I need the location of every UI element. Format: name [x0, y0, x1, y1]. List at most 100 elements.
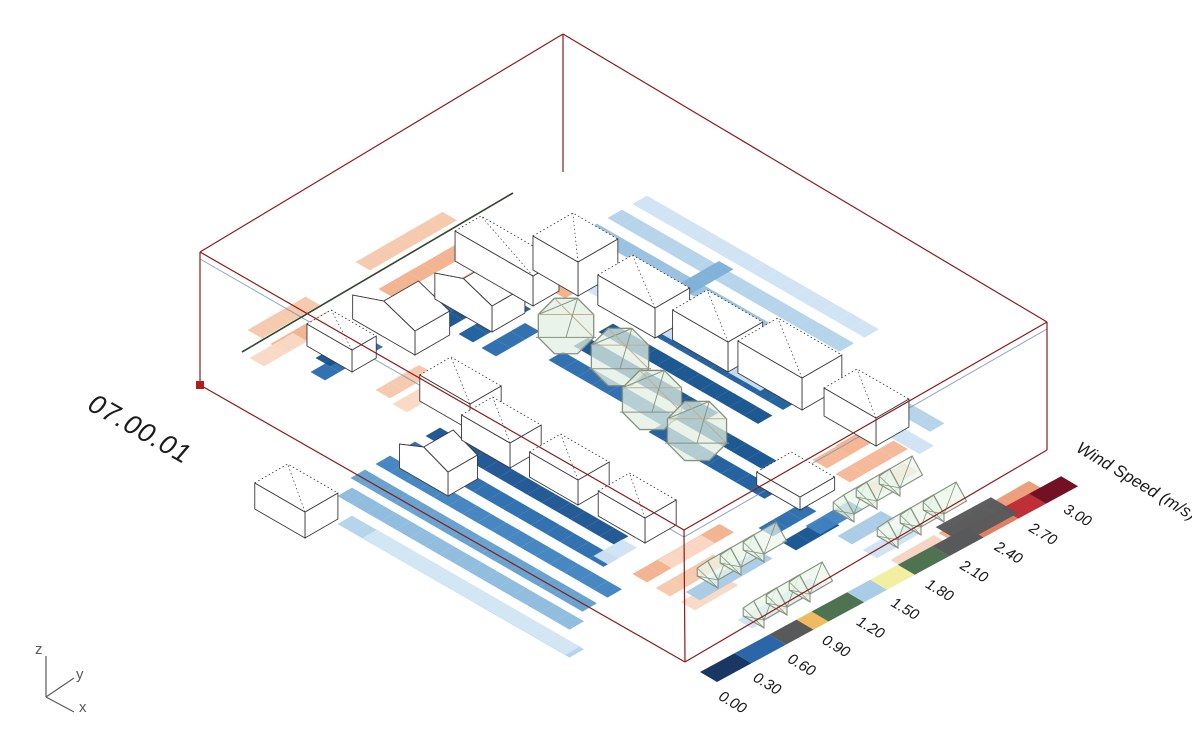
legend-tick-label: 2.70: [1025, 519, 1060, 549]
building-roof[interactable]: [756, 452, 835, 497]
wind-cell: [406, 554, 435, 572]
building-roof[interactable]: [254, 464, 338, 512]
wind-cell: [680, 251, 709, 269]
tree-tent-end[interactable]: [922, 494, 945, 523]
building-roof-far-edge: [306, 309, 377, 337]
building-gable-end[interactable]: [434, 272, 493, 333]
building-roof[interactable]: [423, 429, 479, 473]
wind-cell: [1014, 480, 1044, 498]
wind-cell: [796, 318, 825, 335]
tree-tent-end[interactable]: [832, 494, 855, 523]
wind-cell: [820, 509, 849, 526]
wind-cell: [743, 407, 773, 424]
domain-box-edge: [199, 33, 564, 253]
building-gable-end[interactable]: [352, 294, 416, 356]
tree-tent-end[interactable]: [719, 547, 742, 576]
legend-tick-label: 0.30: [750, 669, 784, 699]
building-roof-far-edge: [672, 289, 763, 323]
wind-cell: [704, 260, 734, 278]
wind-cell: [606, 385, 636, 402]
domain-corner-marker[interactable]: [196, 381, 204, 389]
wind-cell: [685, 373, 715, 391]
wind-cell: [365, 478, 394, 495]
wind-cell: [821, 304, 850, 321]
tree-tent-end[interactable]: [899, 507, 922, 536]
tree-tent-end[interactable]: [742, 534, 765, 563]
legend-segment: [870, 564, 915, 590]
wind-cell: [458, 475, 488, 492]
tree-tent-wire: [765, 594, 788, 616]
domain-box-edge: [683, 321, 1048, 531]
wind-cell: [526, 596, 555, 613]
wind-cell: [835, 465, 865, 483]
tree-tent-wire: [876, 527, 899, 549]
legend-tick-label: 2.40: [991, 538, 1026, 568]
tree-tent-wire: [922, 501, 945, 523]
wind-cell: [473, 483, 502, 501]
wind-cell: [748, 262, 778, 280]
wind-cell: [827, 443, 856, 460]
legend-segment: [796, 611, 829, 630]
wind-cell: [721, 465, 750, 483]
wind-cell: [690, 269, 719, 286]
legend-segment: [847, 579, 888, 603]
wind-cell: [746, 451, 775, 469]
wind-cell: [497, 579, 526, 597]
wind-cell: [478, 596, 508, 614]
tree-sphere-wire: [537, 297, 578, 315]
building-roof[interactable]: [598, 473, 677, 518]
wind-cell: [522, 621, 551, 639]
building-roof-far-edge: [461, 396, 542, 426]
building-roof[interactable]: [824, 369, 909, 418]
tree-tent-end[interactable]: [876, 520, 899, 549]
wind-cell: [706, 457, 736, 474]
wind-cell: [796, 525, 825, 542]
building-roof-diagonal: [560, 433, 579, 481]
tree-sphere-wire: [554, 297, 595, 338]
building-roof[interactable]: [383, 280, 451, 332]
wind-cell: [310, 363, 340, 381]
wind-cell: [919, 534, 949, 552]
tree-sphere-wire: [565, 298, 578, 338]
wind-cell: [433, 489, 463, 506]
tree-tent-wire: [742, 541, 765, 563]
tree-tent-end[interactable]: [878, 468, 901, 497]
tree-tent-end[interactable]: [788, 574, 811, 603]
wind-cell: [626, 248, 655, 266]
wind-cell: [563, 360, 592, 377]
wind-cell: [392, 395, 422, 413]
building-roof-diagonal: [572, 212, 579, 263]
wind-cell: [852, 519, 881, 536]
tree-tent-wire: [763, 521, 777, 555]
building-roof-far-edge: [529, 433, 610, 463]
wind-cell: [377, 538, 406, 555]
domain-box-edge: [562, 33, 1048, 323]
wind-cell: [541, 494, 571, 512]
axis-triad-x-line: [45, 696, 75, 713]
wind-cell: [608, 539, 637, 556]
tree-tent-end[interactable]: [696, 560, 719, 589]
axis-x-label: x: [79, 699, 87, 716]
wind-cell: [512, 477, 542, 495]
building-roof[interactable]: [672, 290, 763, 342]
tree-tent-wire: [832, 501, 855, 523]
legend-tick-label: 2.10: [956, 556, 991, 586]
wind-cell: [458, 325, 488, 343]
wind-cell: [714, 390, 744, 408]
wind-cell: [1000, 489, 1029, 506]
wind-cell: [835, 312, 865, 330]
axis-triad-y-line: [45, 677, 75, 698]
wind-cell: [825, 334, 854, 352]
tree-tent-end[interactable]: [742, 600, 765, 629]
tree-tent-end[interactable]: [765, 587, 788, 616]
wind-cell: [352, 496, 381, 513]
tree-tent-end[interactable]: [855, 481, 878, 510]
wind-cell: [905, 437, 934, 455]
building-roof[interactable]: [306, 310, 377, 350]
legend-tick-label: 3.00: [1061, 501, 1095, 531]
tree-tent-wire: [788, 581, 811, 603]
legend-overlay-block: [935, 497, 1019, 544]
wind-cell: [337, 487, 367, 505]
